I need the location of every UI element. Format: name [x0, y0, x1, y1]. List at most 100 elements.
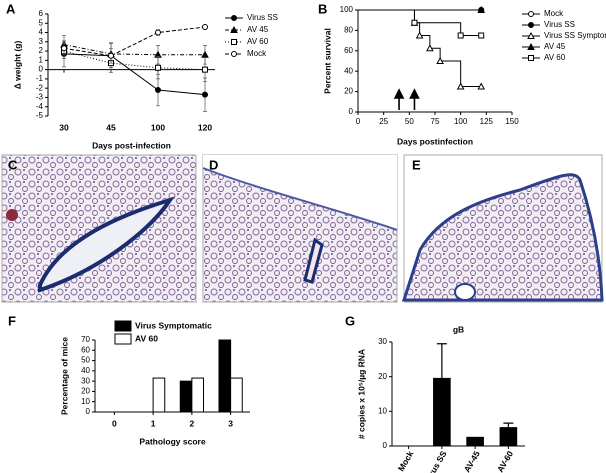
x-tick-label: 0: [112, 418, 117, 428]
image-e: [401, 154, 604, 303]
y-tick-label: 3: [39, 37, 44, 46]
y-tick-label: 30: [81, 376, 90, 385]
series-line: [63, 44, 205, 56]
x-tick-label: 30: [59, 122, 69, 132]
series-line: [63, 53, 206, 96]
x-tick-label: 100: [151, 122, 165, 132]
legend-label: Virus Symptomatic: [135, 320, 212, 330]
panel-label: G: [345, 313, 355, 328]
y-tick-label: -2: [36, 83, 44, 92]
legend-label: AV 60: [135, 333, 158, 343]
y-tick-label: 70: [81, 335, 90, 344]
legend-swatch: [114, 320, 132, 332]
x-tick-label: 25: [379, 117, 388, 126]
image-c: [1, 154, 197, 303]
panel-label: A: [6, 1, 16, 16]
image-d: [202, 154, 398, 303]
y-tick-label: 2: [39, 46, 44, 55]
y-tick-label: 1: [39, 55, 44, 64]
y-tick-label: 80: [344, 26, 353, 35]
marker: [202, 91, 208, 98]
y-tick-label: 0: [39, 65, 44, 74]
marker: [231, 39, 237, 45]
x-axis-label: Days postinfection: [397, 136, 473, 146]
x-tick-label: Mock: [396, 449, 416, 473]
y-tick-label: 40: [344, 66, 353, 75]
legend-label: Virus SS: [247, 13, 278, 22]
x-tick-label: 3: [228, 418, 233, 428]
bar: [152, 377, 166, 413]
panel-label: E: [412, 157, 421, 172]
y-tick-label: 10: [81, 397, 90, 406]
step-segment: [409, 9, 415, 23]
y-tick-label: 0: [86, 407, 91, 416]
y-tick-label: 0: [383, 441, 388, 450]
y-tick-label: -4: [36, 102, 44, 111]
legend-label: Virus SS: [544, 20, 575, 29]
y-axis-label: Δ weight (g): [12, 41, 22, 90]
legend-label: AV 60: [247, 37, 269, 46]
step-segment: [440, 60, 462, 87]
bar: [218, 339, 232, 413]
marker: [436, 56, 444, 64]
y-tick-label: 20: [344, 87, 353, 96]
y-tick-label: 10: [378, 406, 387, 415]
marker: [155, 29, 161, 36]
y-tick-label: 30: [378, 337, 387, 346]
chart-title: gB: [453, 324, 464, 334]
marker: [202, 23, 208, 30]
marker: [231, 15, 237, 21]
arrow: [409, 88, 420, 110]
marker: [477, 5, 486, 13]
y-tick-label: 20: [81, 387, 90, 396]
arrow: [393, 88, 405, 110]
marker: [457, 32, 464, 39]
marker: [528, 11, 534, 17]
y-tick-label: 60: [344, 46, 353, 55]
y-tick-label: 40: [81, 366, 90, 375]
bar: [191, 377, 204, 413]
x-tick-label: 1: [151, 418, 156, 428]
marker: [201, 50, 209, 58]
legend-label: AV 45: [247, 25, 269, 34]
error-bar: [436, 343, 447, 379]
x-tick-label: 45: [106, 122, 116, 132]
step-segment: [429, 47, 441, 61]
y-tick-label: -1: [36, 74, 44, 83]
step-segment: [419, 35, 431, 49]
y-tick-label: 6: [39, 9, 44, 18]
marker: [456, 82, 465, 90]
y-axis-label: Percentage of mice: [59, 337, 69, 415]
legend-swatch: [114, 333, 132, 345]
y-tick-label: -3: [36, 93, 44, 102]
bar: [179, 380, 193, 413]
legend-label: AV 60: [544, 53, 566, 62]
legend-label: Virus SS Symptomatic: [544, 31, 606, 40]
marker: [411, 19, 418, 26]
x-axis-label: Days post-infection: [92, 140, 171, 150]
marker: [202, 66, 208, 73]
panel-label: C: [8, 157, 18, 172]
panel-label: F: [8, 313, 16, 328]
y-axis-label: # copies x 10⁵/µg RNA: [356, 349, 366, 439]
series-line: [63, 26, 206, 57]
y-tick-label: 20: [378, 372, 387, 381]
y-axis-label: Percent survival: [322, 28, 332, 94]
legend-label: AV 45: [544, 42, 566, 51]
x-tick-label: 100: [454, 117, 468, 126]
x-tick-label: 0: [356, 117, 361, 126]
marker: [61, 45, 67, 52]
panel-label: B: [318, 1, 327, 16]
marker: [426, 44, 434, 52]
bar: [466, 436, 484, 447]
x-tick-label: 125: [480, 117, 494, 126]
step-segment: [414, 22, 462, 36]
legend-label: Mock: [247, 49, 267, 58]
y-tick-label: 0: [349, 107, 354, 116]
x-tick-label: Virus SS: [422, 449, 448, 473]
marker: [155, 64, 161, 71]
x-tick-label: 150: [505, 117, 519, 126]
bar: [230, 377, 243, 413]
y-tick-label: 50: [81, 356, 90, 365]
